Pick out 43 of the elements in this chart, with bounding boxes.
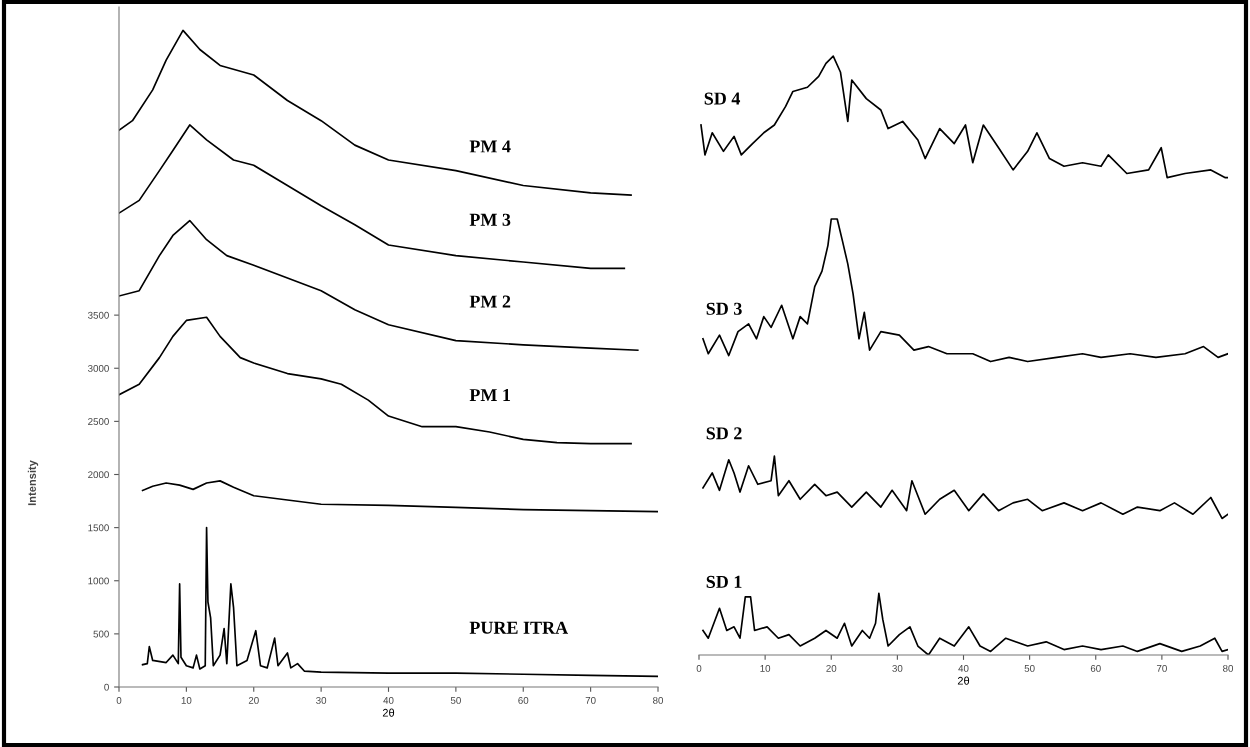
x-tick-label: 70	[585, 696, 596, 704]
y-tick-label: 3500	[88, 311, 109, 319]
y-tick-label: 2500	[88, 418, 109, 425]
series-label: SD 4	[704, 92, 741, 105]
line-series	[119, 124, 626, 270]
series-label: PM 4	[469, 140, 511, 153]
line-series	[141, 480, 658, 513]
series-label: PM 1	[469, 389, 511, 401]
x-tick-label: 40	[958, 664, 969, 672]
x-axis-title: 2θ	[382, 708, 395, 717]
y-tick-label: 1000	[88, 577, 109, 585]
series-label: PM 3	[469, 213, 511, 226]
text: PURE ITRA	[469, 621, 569, 634]
x-tick-label: 60	[1090, 664, 1101, 672]
series-label: SD 1	[706, 575, 742, 588]
x-tick-label: 20	[826, 664, 837, 672]
y-tick-label: 500	[93, 630, 109, 638]
x-tick-label: 0	[696, 664, 702, 672]
y-tick-label: 3000	[88, 364, 109, 372]
x-tick-label: 50	[450, 696, 461, 704]
x-tick-label: 30	[316, 696, 327, 704]
line-series	[119, 29, 632, 196]
x-tick-label: 80	[653, 696, 664, 704]
y-tick-label: 2000	[88, 471, 109, 479]
y-tick-label: 1500	[88, 524, 109, 532]
x-tick-label: 10	[760, 664, 771, 672]
x-tick-label: 60	[518, 696, 529, 704]
x-tick-label: 40	[383, 696, 394, 704]
x-tick-label: 0	[116, 696, 122, 704]
line-series	[141, 526, 658, 678]
series-label: PM 2	[469, 295, 511, 308]
x-tick-label: 20	[248, 696, 259, 704]
x-tick-label: 50	[1024, 664, 1035, 672]
x-tick-label: 70	[1156, 664, 1167, 672]
x-tick-label: 80	[1223, 664, 1234, 672]
x-tick-label: 30	[892, 664, 903, 672]
y-axis-title: Intensity	[27, 460, 39, 506]
x-tick-label: 10	[181, 696, 192, 704]
series-label: SD 3	[706, 302, 742, 315]
line-series	[119, 316, 632, 445]
series-label: SD 2	[706, 427, 742, 440]
x-axis-title: 2θ	[957, 676, 970, 685]
y-tick-label: 0	[104, 683, 109, 691]
